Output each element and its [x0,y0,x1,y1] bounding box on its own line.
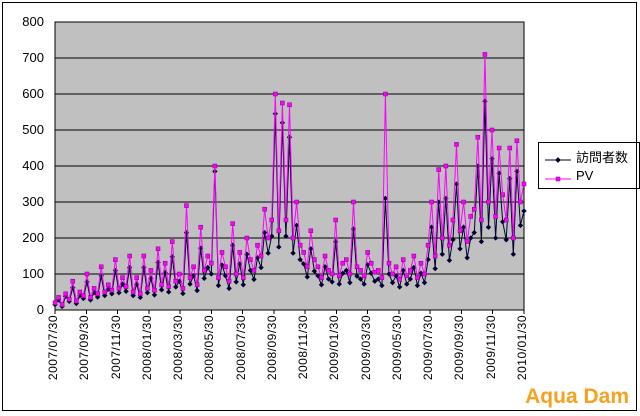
visitors-line-diamond-icon [544,152,572,163]
legend-label-pv: PV [576,168,594,183]
x-axis-tick-label: 2009/05/30 [389,315,404,381]
legend-item-visitors: 訪問者数 [544,147,634,166]
x-axis-tick-label: 2009/03/30 [358,315,373,381]
y-axis-tick-label: 100 [22,266,44,281]
x-axis-tick-label: 2009/07/30 [421,315,436,381]
y-axis-tick-label: 400 [22,158,44,173]
y-axis-tick-label: 0 [36,302,44,317]
x-axis-tick-label: 2009/01/30 [327,315,342,381]
legend-item-pv: PV [544,166,634,185]
x-axis-tick-label: 2008/05/30 [202,315,217,381]
x-axis-tick-label: 2007/11/30 [108,315,123,380]
x-axis-tick-label: 2008/07/30 [233,315,248,381]
legend-label-visitors: 訪問者数 [576,150,629,165]
y-axis-tick-label: 600 [22,86,44,101]
x-axis-tick-label: 2007/09/30 [77,315,92,381]
x-axis-tick-label: 2008/09/30 [264,315,279,381]
x-axis-tick-label: 2008/03/30 [171,315,186,381]
watermark: Aqua Dam [525,385,629,408]
x-axis-tick-label: 2010/01/30 [515,315,529,381]
series-pv [52,52,527,307]
x-axis-tick-label: 2007/07/30 [46,315,60,381]
pv-line-square-icon [544,171,572,181]
y-axis-tick-label: 500 [22,122,44,137]
y-axis-tick-label: 700 [22,50,44,65]
x-axis-tick-label: 2009/09/30 [452,315,467,381]
y-axis-tick-label: 800 [22,14,44,29]
legend: 訪問者数 PV [538,142,640,189]
x-axis-tick-label: 2009/11/30 [483,315,498,380]
y-axis-tick-label: 200 [22,230,44,245]
y-axis-tick-label: 300 [22,194,44,209]
x-axis-tick-label: 2008/01/30 [139,315,154,381]
x-axis-tick-label: 2008/11/30 [296,315,311,380]
